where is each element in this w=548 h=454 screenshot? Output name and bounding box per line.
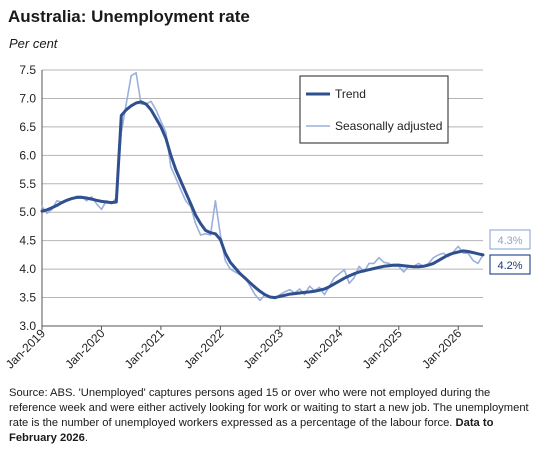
- x-tick-label: Jan-2026: [419, 326, 465, 372]
- chart-title: Australia: Unemployment rate: [8, 7, 250, 26]
- source-note-bold: Data to February 2026: [9, 417, 494, 444]
- line-chart: 3.03.54.04.55.05.56.06.57.07.5 Jan-2019 J…: [3, 63, 531, 372]
- y-tick-label: 3.5: [19, 291, 36, 305]
- trend-line: [40, 100, 485, 300]
- end-labels: 4.3% 4.2%: [489, 229, 531, 275]
- x-tick-label: Jan-2023: [241, 326, 287, 372]
- y-tick-label: 7.0: [19, 91, 36, 105]
- legend-label: Seasonally adjusted: [335, 119, 442, 133]
- end-label-box: [489, 254, 531, 275]
- end-label-text: 4.2%: [497, 260, 522, 272]
- x-tick-label: Jan-2024: [300, 326, 346, 372]
- y-tick-label: 4.0: [19, 262, 36, 276]
- y-tick-label: 6.5: [19, 120, 36, 134]
- legend-box: [299, 75, 449, 144]
- end-label: 4.2%: [489, 254, 531, 275]
- x-axis: Jan-2019 Jan-2020 Jan-2021 Jan-2022 Jan-2023…: [3, 326, 465, 372]
- x-tick-label: Jan-2020: [62, 326, 108, 372]
- series-lines: [40, 72, 485, 302]
- end-label-text: 4.3%: [497, 235, 522, 247]
- x-tick-label: Jan-2025: [360, 326, 406, 372]
- y-tick-label: 6.0: [19, 148, 36, 162]
- x-tick-label: Jan-2022: [181, 326, 227, 372]
- y-tick-label: 4.5: [19, 234, 36, 248]
- x-tick-label: Jan-2021: [122, 326, 168, 372]
- y-axis: 3.0 3.5 4.0 4.5 5.0 5.5 6.0 6.5 7.0 7.5: [19, 63, 483, 333]
- legend: Trend Seasonally adjusted: [299, 75, 449, 144]
- y-tick-label: 5.0: [19, 205, 36, 219]
- y-tick-label: 7.5: [19, 63, 36, 77]
- chart-subtitle: Per cent: [9, 36, 58, 51]
- source-note-text: Source: ABS. 'Unemployed' captures perso…: [9, 387, 529, 429]
- end-label: 4.3%: [489, 229, 531, 250]
- source-note: Source: ABS. 'Unemployed' captures perso…: [9, 387, 529, 444]
- end-label-box: [489, 229, 531, 250]
- y-tick-label: 3.0: [19, 319, 36, 333]
- legend-label: Trend: [335, 87, 366, 101]
- y-tick-label: 5.5: [19, 177, 36, 191]
